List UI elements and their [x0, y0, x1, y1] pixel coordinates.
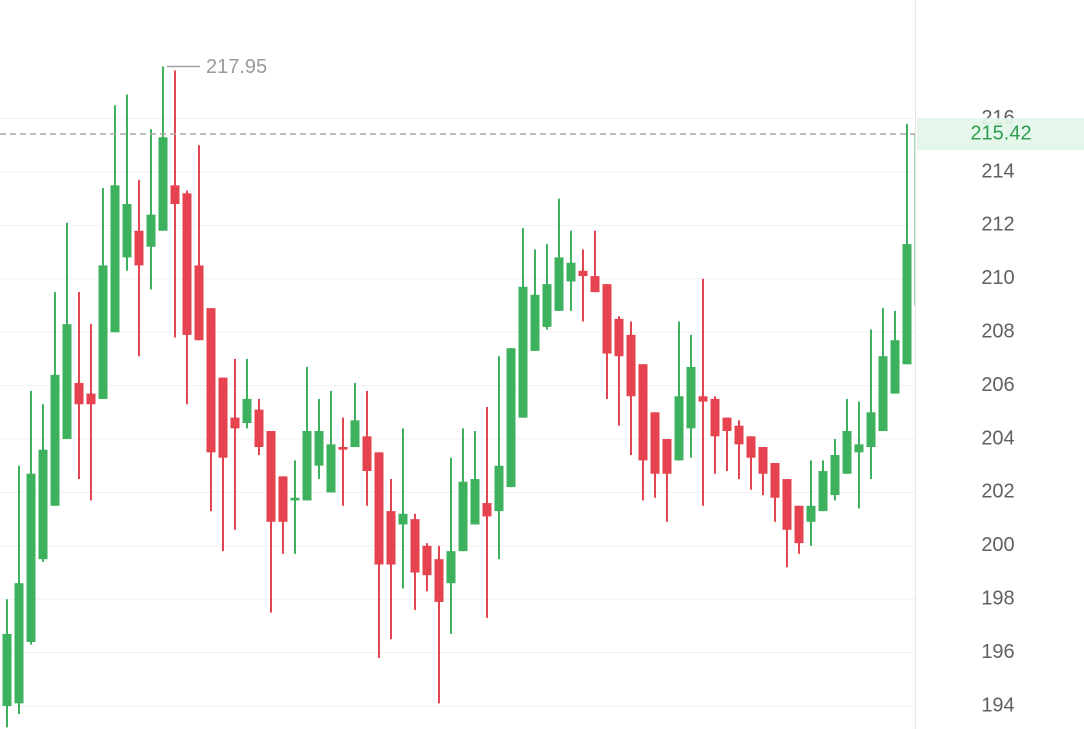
- candle-body: [746, 436, 756, 458]
- candle-body: [554, 257, 564, 311]
- candle-body: [902, 244, 912, 365]
- candle-body: [458, 481, 468, 552]
- candle-body: [686, 366, 696, 429]
- candle-body: [110, 185, 120, 333]
- candle-body: [782, 479, 792, 530]
- candle-body: [470, 479, 480, 525]
- candle-body: [122, 204, 132, 258]
- candle-body: [698, 396, 708, 402]
- y-tick-label: 206: [981, 374, 1014, 396]
- candle-body: [398, 513, 408, 525]
- candle-body: [446, 551, 456, 584]
- y-tick-label: 196: [981, 641, 1014, 663]
- candle-body: [326, 444, 336, 493]
- candle-body: [266, 430, 276, 522]
- candle-body: [98, 265, 108, 399]
- candle-body: [806, 505, 816, 522]
- y-tick-label: 212: [981, 214, 1014, 236]
- y-tick-label: 210: [981, 267, 1014, 289]
- candle-body: [230, 417, 240, 429]
- candle-body: [50, 374, 60, 506]
- candle-body: [842, 430, 852, 474]
- candle-body: [386, 511, 396, 565]
- candle-body: [914, 134, 915, 306]
- candle-body: [518, 286, 528, 418]
- candle-body: [26, 473, 36, 642]
- candle-body: [374, 452, 384, 565]
- candle-body: [590, 276, 600, 293]
- candle-body: [614, 318, 624, 357]
- candle-body: [602, 284, 612, 354]
- annotations: 215.42 217.95: [0, 56, 1084, 151]
- y-tick-label: 214: [981, 160, 1014, 182]
- high-label: 217.95: [206, 56, 267, 78]
- candle-body: [530, 294, 540, 351]
- y-tick-label: 194: [981, 694, 1014, 716]
- candle-body: [830, 455, 840, 496]
- candle-body: [74, 382, 84, 405]
- candle-body: [218, 377, 228, 458]
- candle-body: [566, 262, 576, 282]
- candle-body: [626, 334, 636, 397]
- candle-body: [878, 356, 888, 431]
- candle-body: [134, 230, 144, 266]
- candle-body: [38, 449, 48, 560]
- candle-body: [194, 265, 204, 341]
- y-tick-label: 204: [981, 427, 1014, 449]
- candle-body: [434, 559, 444, 602]
- candle-body: [494, 465, 504, 512]
- candle-body: [158, 137, 168, 231]
- candle-body: [170, 185, 180, 205]
- candle-body: [794, 505, 804, 544]
- candle-body: [890, 340, 900, 394]
- candle-body: [758, 447, 768, 474]
- candle-body: [62, 324, 72, 440]
- candle-body: [542, 284, 552, 327]
- candle-body: [14, 583, 24, 704]
- candle-body: [338, 447, 348, 450]
- candle-body: [662, 439, 672, 474]
- candle-body: [578, 270, 588, 277]
- candle-body: [2, 633, 12, 707]
- candle-body: [350, 420, 360, 448]
- candle-body: [638, 364, 648, 461]
- candle-body: [866, 412, 876, 448]
- candle-body: [278, 476, 288, 522]
- candle-body: [254, 409, 264, 448]
- last-price-label: 215.42: [970, 122, 1031, 144]
- y-tick-label: 200: [981, 534, 1014, 556]
- grid: [0, 118, 915, 707]
- candle-body: [734, 425, 744, 445]
- candle-body: [650, 412, 660, 474]
- y-tick-label: 202: [981, 481, 1014, 503]
- candle-body: [314, 430, 324, 466]
- candle-body: [86, 393, 96, 405]
- last-price-box: [917, 118, 1084, 151]
- candle-body: [422, 545, 432, 576]
- candle-body: [242, 398, 252, 423]
- candle-body: [506, 348, 516, 488]
- candle-body: [290, 497, 300, 501]
- y-tick-label: 208: [981, 320, 1014, 342]
- candle-body: [770, 463, 780, 498]
- candle-body: [182, 193, 192, 335]
- candle-body: [302, 430, 312, 501]
- candle-body: [710, 398, 720, 437]
- candle-body: [674, 396, 684, 461]
- candle-body: [482, 503, 492, 517]
- y-tick-label: 198: [981, 588, 1014, 610]
- candle-body: [818, 471, 828, 512]
- candle-body: [722, 417, 732, 431]
- candle-body: [362, 436, 372, 472]
- candles: [2, 66, 915, 728]
- candle-body: [854, 444, 864, 453]
- candle-body: [410, 519, 420, 573]
- candle-body: [206, 308, 216, 453]
- candle-body: [146, 214, 156, 247]
